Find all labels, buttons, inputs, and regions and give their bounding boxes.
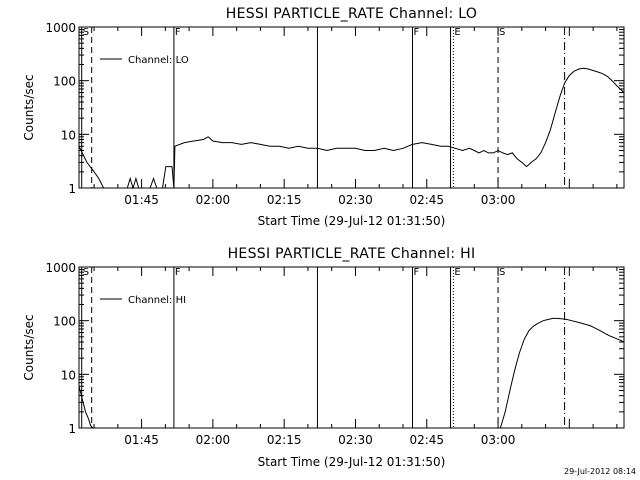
x-tick-label: 02:30 [338, 193, 373, 207]
series-line [78, 67, 625, 190]
y-tick-label: 10 [61, 128, 76, 142]
x-tick-label: 02:45 [409, 193, 444, 207]
event-marker-label: F [414, 27, 420, 38]
event-marker-label: F [175, 27, 181, 38]
event-marker-label: E [454, 267, 460, 278]
x-tick-label: 02:30 [338, 433, 373, 447]
event-marker-label: F [414, 267, 420, 278]
chart-panel-0: HESSI PARTICLE_RATE Channel: LO 1 10 100 100… [22, 6, 625, 228]
event-marker-label: F [175, 267, 181, 278]
x-tick-label: 03:00 [481, 193, 516, 207]
y-axis-label: Counts/sec [22, 74, 36, 140]
x-tick-label: 02:45 [409, 433, 444, 447]
plot-frame [78, 266, 625, 429]
event-marker-label: S [83, 267, 89, 278]
generation-timestamp: 29-Jul-2012 08:14 [564, 467, 636, 476]
event-marker-label: S [83, 27, 89, 38]
y-tick-label: 1000 [45, 261, 76, 275]
y-tick-label: 1 [68, 422, 76, 436]
legend-entry: Channel: LO [128, 55, 189, 66]
y-tick-label: 100 [53, 75, 76, 89]
y-tick-label: 10 [61, 368, 76, 382]
event-marker-label: S [499, 27, 505, 38]
x-axis-label: Start Time (29-Jul-12 01:31:50) [258, 455, 446, 469]
chart-title: HESSI PARTICLE_RATE Channel: LO [226, 6, 477, 22]
plot-frame [78, 26, 625, 189]
y-tick-label: 1 [68, 182, 76, 196]
y-tick-label: 100 [53, 315, 76, 329]
x-tick-label: 02:00 [196, 193, 231, 207]
x-axis-label: Start Time (29-Jul-12 01:31:50) [258, 214, 446, 228]
series-line [78, 317, 625, 429]
x-tick-label: 02:00 [196, 433, 231, 447]
legend-entry: Channel: HI [128, 295, 186, 306]
chart-title: HESSI PARTICLE_RATE Channel: HI [228, 246, 476, 262]
x-tick-label: 01:45 [124, 193, 159, 207]
event-marker-label: E [454, 27, 460, 38]
x-tick-label: 01:45 [124, 433, 159, 447]
x-tick-label: 02:15 [267, 193, 302, 207]
x-tick-label: 02:15 [267, 433, 302, 447]
event-marker-label: S [499, 267, 505, 278]
y-axis-label: Counts/sec [22, 314, 36, 380]
x-tick-label: 03:00 [481, 433, 516, 447]
y-tick-label: 1000 [45, 21, 76, 35]
chart-panel-1: HESSI PARTICLE_RATE Channel: HI 1 10 100 100… [22, 246, 625, 469]
